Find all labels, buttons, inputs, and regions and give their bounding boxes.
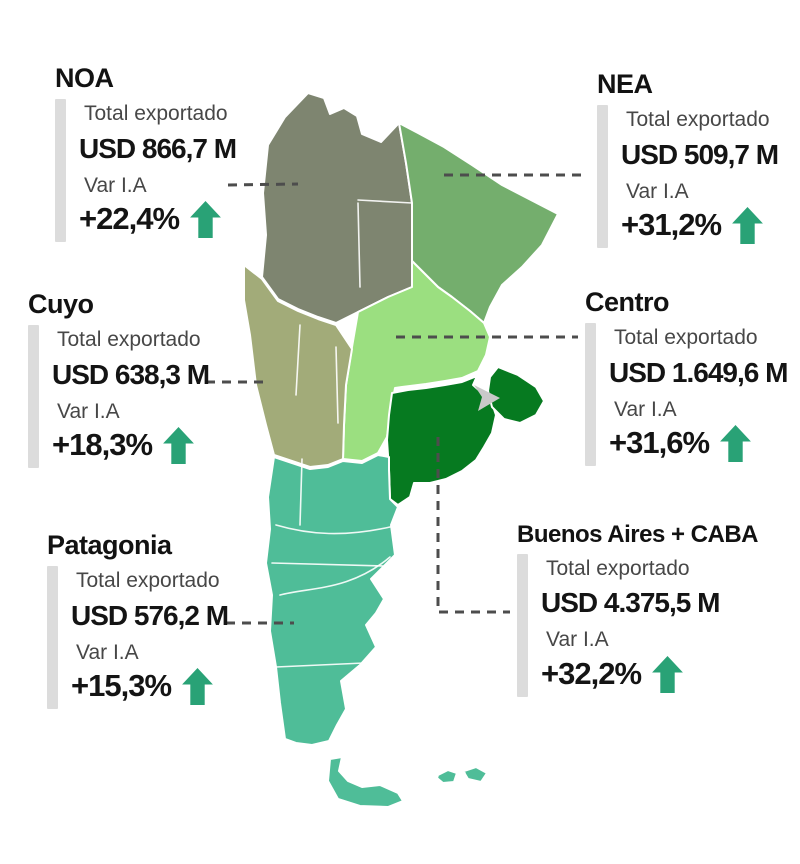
total-exported-value: USD 1.649,6 M bbox=[609, 356, 788, 388]
var-value: +31,2% bbox=[621, 207, 722, 243]
total-exported-value: USD 576,2 M bbox=[71, 599, 229, 631]
up-arrow-icon bbox=[182, 667, 213, 705]
var-value: +18,3% bbox=[52, 427, 153, 463]
total-exported-label: Total exportado bbox=[84, 102, 228, 126]
region-title: NOA bbox=[55, 63, 114, 93]
total-exported-label: Total exportado bbox=[626, 108, 770, 132]
up-arrow-icon bbox=[732, 206, 763, 244]
map-region-patagonia bbox=[265, 454, 399, 746]
var-value: +22,4% bbox=[79, 201, 180, 237]
caba-pointer-icon bbox=[474, 385, 500, 411]
stat-accent-bar bbox=[517, 554, 528, 697]
region-title: Centro bbox=[585, 287, 670, 317]
province-borders bbox=[271, 199, 413, 668]
region-stat-buenos-aires-caba: Buenos Aires + CABA Total exportado USD … bbox=[517, 521, 759, 697]
total-exported-value: USD 866,7 M bbox=[79, 132, 237, 164]
map-region-noa bbox=[261, 92, 413, 324]
total-exported-label: Total exportado bbox=[614, 326, 758, 350]
region-stat-centro: Centro Total exportado USD 1.649,6 M Var… bbox=[585, 287, 788, 466]
up-arrow-icon bbox=[652, 655, 683, 693]
total-exported-value: USD 4.375,5 M bbox=[541, 587, 720, 619]
var-value: +32,2% bbox=[541, 656, 642, 692]
region-title: Cuyo bbox=[28, 289, 94, 319]
map-region-buenos-aires bbox=[386, 375, 497, 506]
region-title: NEA bbox=[597, 69, 653, 99]
total-exported-label: Total exportado bbox=[546, 557, 690, 581]
region-title: Buenos Aires + CABA bbox=[517, 521, 759, 548]
total-exported-value: USD 638,3 M bbox=[52, 358, 210, 390]
var-label: Var I.A bbox=[614, 397, 677, 421]
var-label: Var I.A bbox=[76, 640, 139, 664]
total-exported-label: Total exportado bbox=[57, 328, 201, 352]
var-value: +31,6% bbox=[609, 425, 710, 461]
stat-accent-bar bbox=[47, 566, 58, 709]
var-label: Var I.A bbox=[546, 628, 609, 652]
var-value: +15,3% bbox=[71, 668, 172, 704]
region-stat-nea: NEA Total exportado USD 509,7 M Var I.A … bbox=[597, 69, 779, 248]
total-exported-label: Total exportado bbox=[76, 569, 220, 593]
up-arrow-icon bbox=[720, 424, 751, 462]
up-arrow-icon bbox=[190, 200, 221, 238]
region-title: Patagonia bbox=[47, 530, 172, 560]
map-islands-malvinas bbox=[436, 766, 488, 784]
stat-accent-bar bbox=[28, 325, 39, 468]
map-region-tierra-del-fuego bbox=[327, 756, 404, 808]
region-stat-patagonia: Patagonia Total exportado USD 576,2 M Va… bbox=[47, 530, 229, 709]
up-arrow-icon bbox=[163, 426, 194, 464]
stat-accent-bar bbox=[55, 99, 66, 242]
stat-accent-bar bbox=[597, 105, 608, 248]
map-region-buenos-aires-east bbox=[487, 366, 545, 424]
region-stat-noa: NOA Total exportado USD 866,7 M Var I.A … bbox=[55, 63, 237, 242]
total-exported-value: USD 509,7 M bbox=[621, 138, 779, 170]
var-label: Var I.A bbox=[626, 179, 689, 203]
argentina-map bbox=[240, 85, 560, 810]
var-label: Var I.A bbox=[84, 173, 147, 197]
var-label: Var I.A bbox=[57, 399, 120, 423]
region-stat-cuyo: Cuyo Total exportado USD 638,3 M Var I.A… bbox=[28, 289, 210, 468]
stat-accent-bar bbox=[585, 323, 596, 466]
